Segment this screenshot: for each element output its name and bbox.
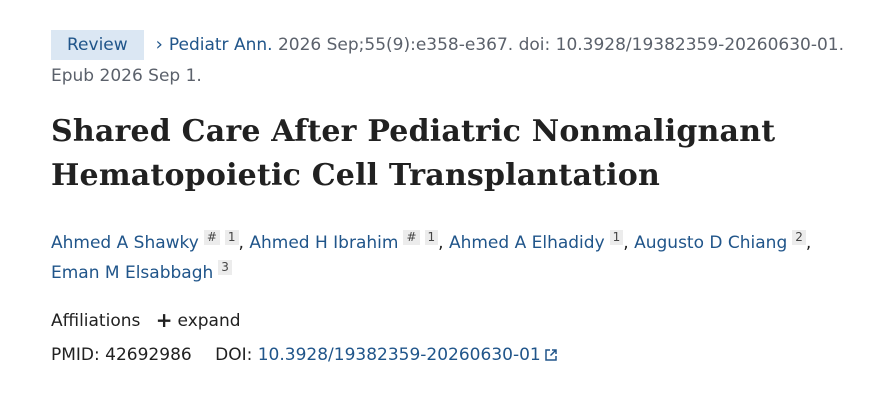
author-item: Ahmed A Shawky #1 [51,230,239,253]
author-item: Augusto D Chiang 2 [634,230,806,253]
article-title-line-2: Hematopoietic Cell Transplantation [51,158,660,193]
author-separator: , [805,233,812,253]
pmid-value: 42692986 [105,345,192,365]
author-link[interactable]: Eman M Elsabbagh [51,263,214,283]
doi-value: 10.3928/19382359-20260630-01 [257,345,541,365]
article-title-line-1: Shared Care After Pediatric Nonmalignant [51,114,776,149]
pmid-label: PMID: [51,345,100,365]
author-item: Ahmed H Ibrahim #1 [249,230,439,253]
identifiers-row: PMID: 42692986 DOI: 10.3928/19382359-202… [51,341,871,369]
author-separator: , [623,233,635,253]
equal-contribution-marker[interactable]: # [403,230,420,245]
affiliations-label: Affiliations [51,311,141,331]
author-item: Ahmed A Elhadidy 1 [448,230,624,253]
epub-date: Epub 2026 Sep 1. [51,66,202,86]
doi-label: DOI: [215,345,253,365]
chevron-right-icon: › [155,34,163,55]
affiliation-marker[interactable]: 1 [424,230,439,245]
citation-details: 2026 Sep;55(9):e358-e367. doi: 10.3928/1… [277,35,845,55]
expand-affiliations-button[interactable]: + expand [156,306,241,335]
author-link[interactable]: Augusto D Chiang [634,233,788,253]
author-separator: , [238,233,250,253]
expand-label: expand [177,311,241,331]
plus-icon: + [155,308,173,332]
journal-link[interactable]: Pediatr Ann. [168,35,273,55]
citation-line: Review › Pediatr Ann. 2026 Sep;55(9):e358-… [51,28,871,62]
author-separator: , [438,233,449,253]
external-link-icon [544,349,557,361]
author-item: Eman M Elsabbagh 3 [51,260,232,283]
affiliation-marker[interactable]: 1 [609,230,624,245]
affiliation-marker[interactable]: 1 [224,230,239,245]
doi-link[interactable]: 10.3928/19382359-20260630-01 [258,345,557,365]
author-link[interactable]: Ahmed H Ibrahim [249,233,399,253]
article-header: Review › Pediatr Ann. 2026 Sep;55(9):e358-… [51,28,871,369]
publication-type-badge: Review [51,30,144,60]
author-link[interactable]: Ahmed A Shawky [51,233,199,253]
affiliation-marker[interactable]: 2 [792,230,806,245]
author-link[interactable]: Ahmed A Elhadidy [448,233,605,253]
article-title: Shared Care After Pediatric Nonmalignant… [51,110,871,198]
affiliation-marker[interactable]: 3 [218,260,232,275]
equal-contribution-marker[interactable]: # [203,230,220,245]
authors-list: Ahmed A Shawky #1, Ahmed H Ibrahim #1, Ahm… [51,228,871,288]
affiliations-row: Affiliations + expand [51,306,871,335]
